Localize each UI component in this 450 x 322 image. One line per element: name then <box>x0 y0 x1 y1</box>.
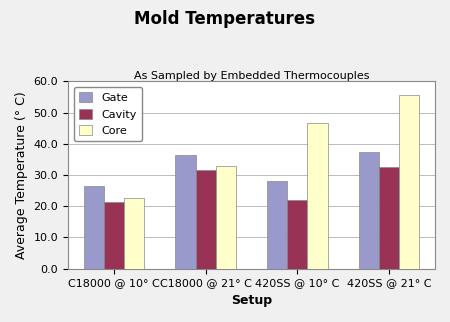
Bar <box>307 123 328 269</box>
Bar <box>379 167 399 269</box>
Bar <box>399 95 419 269</box>
Bar <box>176 155 196 269</box>
Bar <box>287 200 307 269</box>
Title: As Sampled by Embedded Thermocouples: As Sampled by Embedded Thermocouples <box>134 71 369 80</box>
Bar <box>124 198 144 269</box>
Bar <box>196 170 216 269</box>
Bar <box>104 202 124 269</box>
Legend: Gate, Cavity, Core: Gate, Cavity, Core <box>74 87 142 141</box>
Y-axis label: Average Temperature (° C): Average Temperature (° C) <box>15 91 28 259</box>
Bar <box>84 186 104 269</box>
Bar <box>359 152 379 269</box>
Bar <box>267 181 287 269</box>
Bar <box>216 166 236 269</box>
X-axis label: Setup: Setup <box>231 294 272 307</box>
Text: Mold Temperatures: Mold Temperatures <box>135 10 315 28</box>
